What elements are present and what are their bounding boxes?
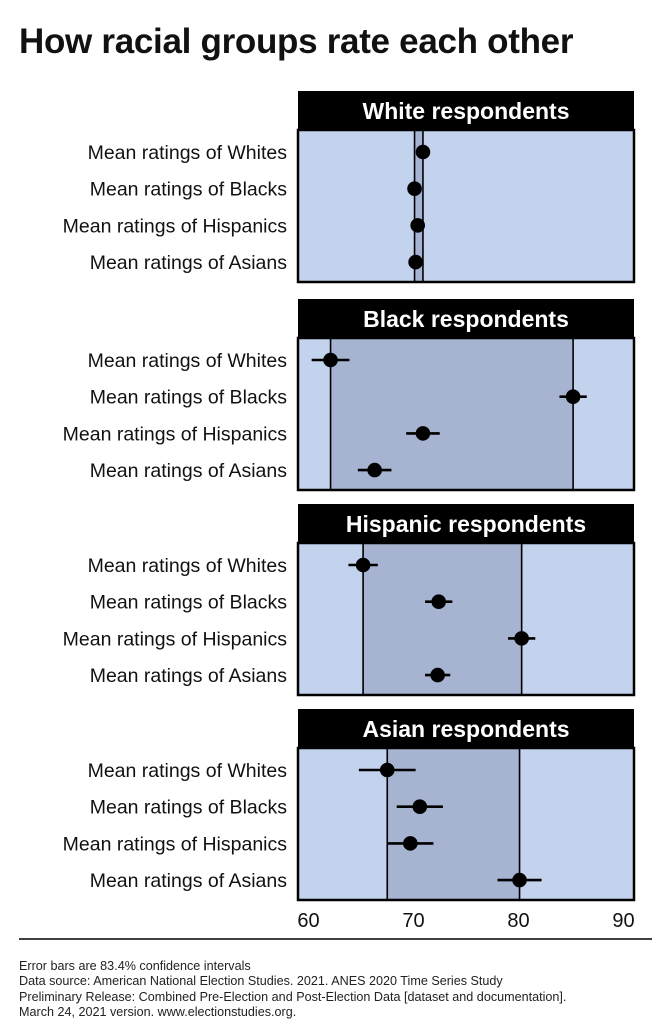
x-tick-label: 60 (297, 910, 319, 932)
row-label: Mean ratings of Hispanics (63, 628, 288, 650)
x-tick-label: 80 (507, 910, 529, 932)
data-point (367, 462, 382, 478)
x-tick-label: 90 (612, 910, 634, 932)
panel-header (298, 504, 634, 543)
data-point (512, 872, 527, 888)
data-point (431, 594, 447, 609)
footnote: Error bars are 83.4% confidence interval… (19, 959, 659, 1021)
row-label: Mean ratings of Hispanics (63, 833, 288, 855)
panel-header (298, 299, 634, 338)
panel-title: White respondents (362, 98, 569, 124)
row-label: Mean ratings of Asians (90, 665, 288, 687)
data-point (415, 426, 431, 441)
data-point (415, 144, 431, 160)
row-label: Mean ratings of Whites (88, 555, 288, 577)
data-point (323, 352, 338, 368)
panel-header (298, 709, 634, 748)
row-label: Mean ratings of Asians (90, 252, 288, 274)
panel-background (298, 130, 634, 282)
panel-title: Hispanic respondents (346, 511, 586, 537)
data-point (379, 762, 395, 778)
data-point (408, 254, 423, 270)
panel-border (296, 336, 636, 492)
row-label: Mean ratings of Blacks (90, 387, 288, 409)
row-label: Mean ratings of Whites (88, 760, 288, 782)
data-point (514, 631, 529, 646)
data-point (355, 557, 371, 573)
footnote-line: Preliminary Release: Combined Pre-Electi… (19, 989, 567, 1004)
range-band (330, 338, 574, 490)
row-label: Mean ratings of Whites (88, 142, 288, 164)
range-band (387, 748, 520, 900)
data-point (403, 836, 418, 851)
panel-title: Black respondents (363, 306, 569, 332)
row-label: Mean ratings of Whites (88, 350, 288, 372)
data-point (565, 389, 581, 405)
row-label: Mean ratings of Blacks (90, 797, 288, 819)
data-point (430, 667, 445, 683)
data-point (412, 799, 428, 814)
row-label: Mean ratings of Hispanics (63, 215, 288, 237)
panel-border (296, 746, 636, 902)
chart-title: How racial groups rate each other (19, 22, 574, 61)
row-label: Mean ratings of Hispanics (63, 423, 288, 445)
footnote-line: Data source: American National Election … (19, 974, 503, 989)
row-label: Mean ratings of Asians (90, 460, 288, 482)
dot-plot-chart: White respondents Mean ratings of Whites M… (19, 91, 652, 940)
panel-border (296, 128, 636, 284)
row-label: Mean ratings of Asians (90, 870, 288, 892)
data-point (410, 218, 426, 233)
x-tick-label: 70 (402, 910, 424, 932)
panel-title: Asian respondents (362, 716, 569, 742)
panel-header (298, 91, 634, 130)
row-label: Mean ratings of Blacks (90, 592, 288, 614)
range-band (414, 130, 423, 282)
footnote-line: Error bars are 83.4% confidence interval… (19, 959, 251, 973)
panel-border (296, 541, 636, 697)
footnote-line: March 24, 2021 version. www.electionstud… (19, 1005, 297, 1020)
row-label: Mean ratings of Blacks (90, 179, 288, 201)
data-point (407, 181, 422, 196)
